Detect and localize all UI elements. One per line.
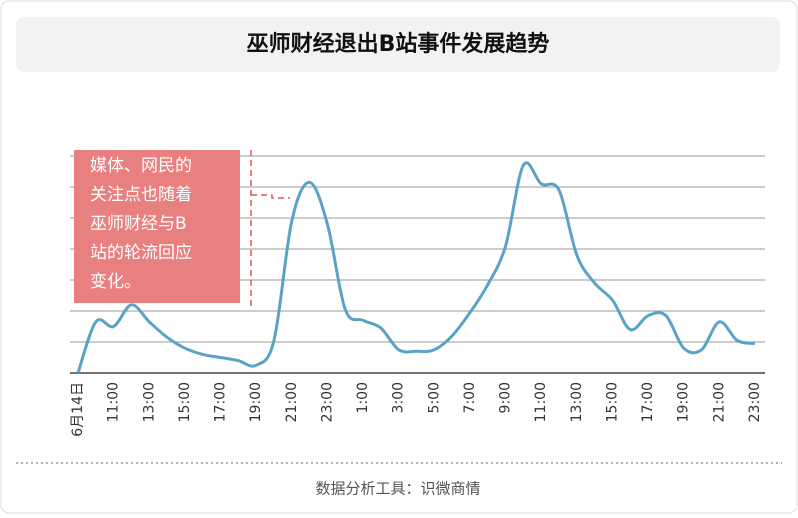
x-tick-label: 6月14日	[70, 382, 86, 437]
annotation-box	[74, 150, 240, 303]
x-tick-label: 11:00	[533, 382, 549, 422]
annotation-text: 巫师财经与B	[90, 214, 187, 234]
annotation-text: 站的轮流回应	[90, 243, 192, 263]
x-tick-label: 11:00	[106, 382, 122, 422]
x-tick-label: 19:00	[248, 382, 264, 422]
x-tick-label: 7:00	[462, 382, 478, 413]
annotation-text: 媒体、网民的	[90, 156, 192, 176]
source: 数据分析工具：识微商情	[315, 480, 480, 498]
x-tick-label: 17:00	[213, 382, 229, 422]
x-tick-label: 17:00	[640, 382, 656, 422]
x-tick-label: 13:00	[569, 382, 585, 422]
x-tick-label: 23:00	[747, 382, 763, 422]
annotation-pointer	[251, 194, 290, 199]
x-tick-label: 13:00	[141, 382, 157, 422]
x-tick-label: 15:00	[177, 382, 193, 422]
x-tick-label: 15:00	[604, 382, 620, 422]
x-tick-label: 3:00	[391, 382, 407, 413]
annotation-text: 关注点也随着	[90, 185, 192, 205]
x-tick-label: 1:00	[355, 382, 371, 413]
x-tick-label: 23:00	[319, 382, 335, 422]
x-tick-label: 19:00	[676, 382, 692, 422]
annotation-text: 变化。	[90, 272, 141, 292]
x-tick-label: 5:00	[426, 382, 442, 413]
chart-title: 巫师财经退出B站事件发展趋势	[247, 31, 550, 57]
title-box	[16, 17, 780, 72]
x-tick-label: 9:00	[498, 382, 514, 413]
series-line	[76, 161, 756, 374]
x-tick-label: 21:00	[711, 382, 727, 422]
x-tick-label: 21:00	[284, 382, 300, 422]
